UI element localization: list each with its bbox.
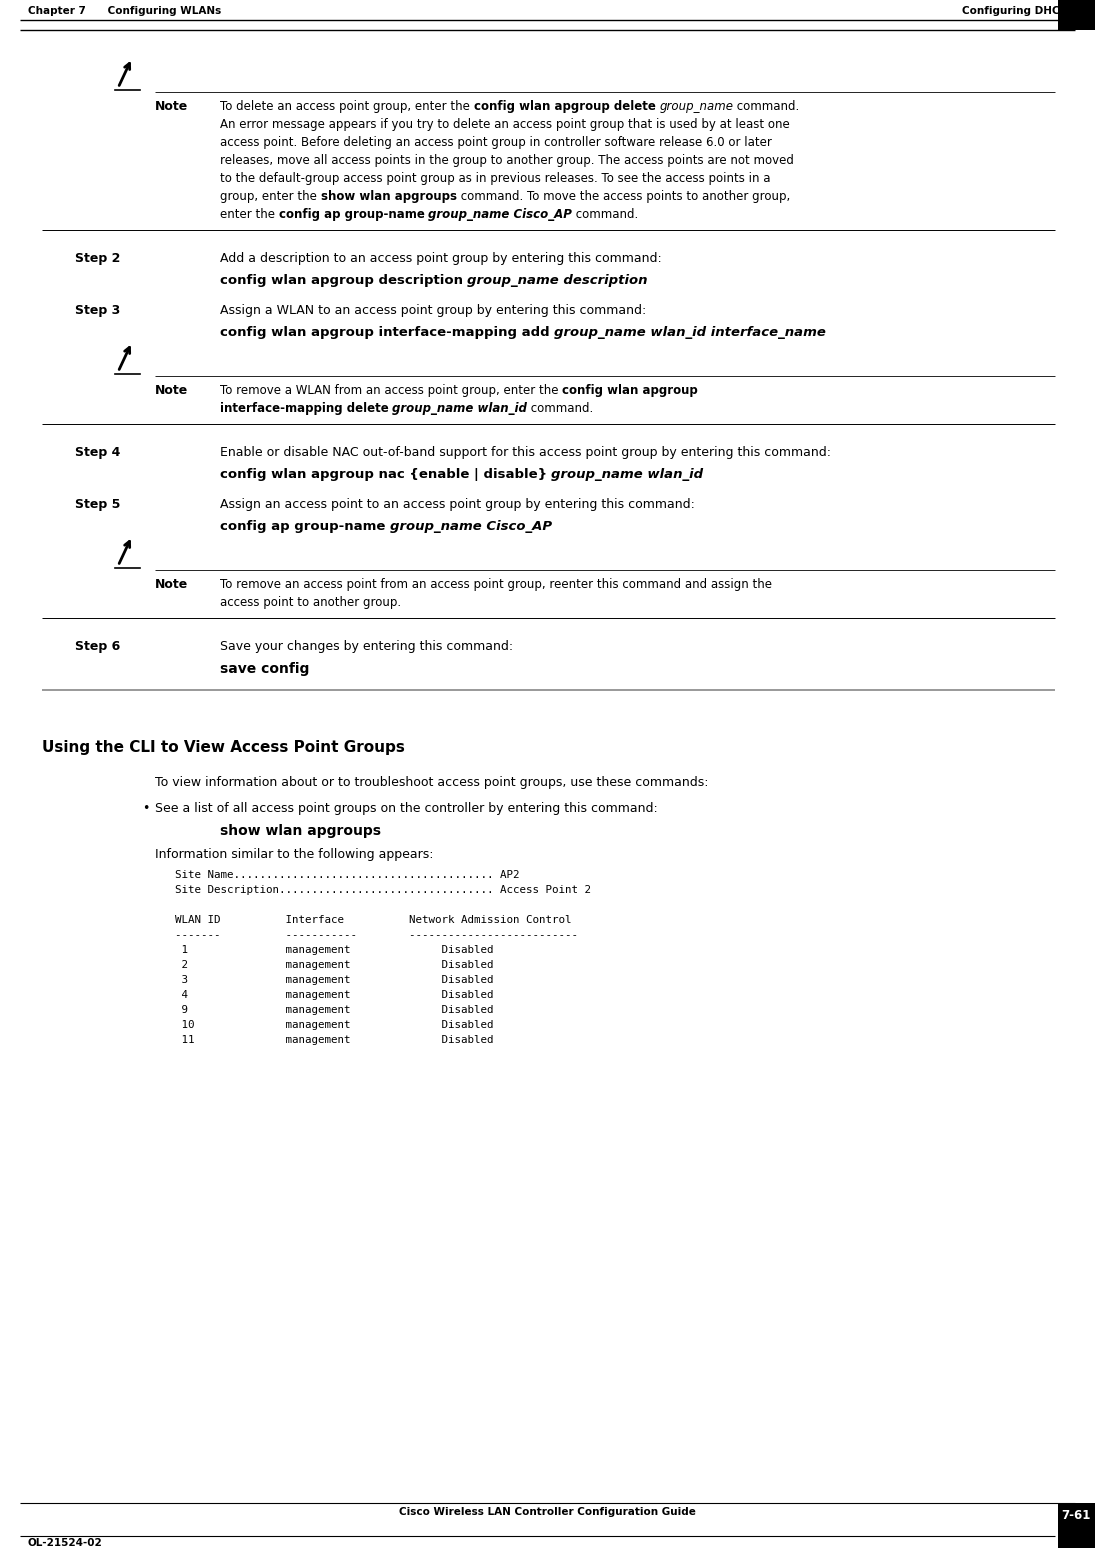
Text: group_name wlan_id: group_name wlan_id	[552, 467, 703, 481]
Text: group_name wlan_id: group_name wlan_id	[392, 402, 528, 415]
Text: group, enter the: group, enter the	[220, 190, 321, 203]
Text: To remove an access point from an access point group, reenter this command and a: To remove an access point from an access…	[220, 577, 772, 591]
Text: Using the CLI to View Access Point Groups: Using the CLI to View Access Point Group…	[42, 740, 405, 755]
Text: OL-21524-02: OL-21524-02	[28, 1539, 103, 1548]
Text: 9               management              Disabled: 9 management Disabled	[175, 1005, 494, 1015]
Text: save config: save config	[220, 663, 310, 676]
Text: Assign a WLAN to an access point group by entering this command:: Assign a WLAN to an access point group b…	[220, 303, 646, 317]
Text: Site Name........................................ AP2: Site Name...............................…	[175, 870, 519, 879]
Text: show wlan apgroups: show wlan apgroups	[321, 190, 457, 203]
Text: Step 5: Step 5	[74, 498, 120, 511]
Text: config wlan apgroup description: config wlan apgroup description	[220, 274, 463, 286]
Bar	[1058, 1503, 1095, 1548]
Text: Save your changes by entering this command:: Save your changes by entering this comma…	[220, 639, 514, 653]
Text: Step 2: Step 2	[74, 252, 120, 265]
Text: command.: command.	[528, 402, 593, 415]
Text: WLAN ID          Interface          Network Admission Control: WLAN ID Interface Network Admission Cont…	[175, 915, 572, 926]
Text: 10              management              Disabled: 10 management Disabled	[175, 1020, 494, 1029]
Text: Information similar to the following appears:: Information similar to the following app…	[155, 848, 434, 861]
Text: 4               management              Disabled: 4 management Disabled	[175, 991, 494, 1000]
Text: An error message appears if you try to delete an access point group that is used: An error message appears if you try to d…	[220, 118, 789, 132]
Text: group_name wlan_id interface_name: group_name wlan_id interface_name	[554, 327, 826, 339]
Text: interface-mapping delete: interface-mapping delete	[220, 402, 389, 415]
Text: releases, move all access points in the group to another group. The access point: releases, move all access points in the …	[220, 153, 794, 167]
Text: Step 3: Step 3	[74, 303, 120, 317]
Text: Note: Note	[155, 384, 188, 396]
Text: 3               management              Disabled: 3 management Disabled	[175, 975, 494, 985]
Text: Step 4: Step 4	[74, 446, 120, 460]
Text: config wlan apgroup: config wlan apgroup	[562, 384, 698, 396]
Text: command. To move the access points to another group,: command. To move the access points to an…	[457, 190, 789, 203]
Text: enter the: enter the	[220, 207, 279, 221]
Text: config wlan apgroup interface-mapping add: config wlan apgroup interface-mapping ad…	[220, 327, 550, 339]
Text: Note: Note	[155, 101, 188, 113]
Text: •: •	[142, 802, 149, 814]
Text: 1               management              Disabled: 1 management Disabled	[175, 944, 494, 955]
Text: 7-61: 7-61	[1061, 1509, 1091, 1522]
Text: group_name Cisco_AP: group_name Cisco_AP	[390, 520, 552, 533]
Text: 11              management              Disabled: 11 management Disabled	[175, 1036, 494, 1045]
Text: Step 6: Step 6	[74, 639, 120, 653]
Text: -------          -----------        --------------------------: ------- ----------- --------------------…	[175, 930, 578, 940]
Text: command.: command.	[734, 101, 799, 113]
Text: group_name description: group_name description	[468, 274, 648, 286]
Text: access point. Before deleting an access point group in controller software relea: access point. Before deleting an access …	[220, 136, 772, 149]
Text: group_name: group_name	[659, 101, 734, 113]
Text: Add a description to an access point group by entering this command:: Add a description to an access point gro…	[220, 252, 661, 265]
Text: To view information about or to troubleshoot access point groups, use these comm: To view information about or to troubles…	[155, 776, 708, 789]
Text: Enable or disable NAC out-of-band support for this access point group by enterin: Enable or disable NAC out-of-band suppor…	[220, 446, 831, 460]
Bar	[1058, 0, 1095, 29]
Text: show wlan apgroups: show wlan apgroups	[220, 824, 381, 837]
Text: config ap group-name: config ap group-name	[279, 207, 425, 221]
Text: Assign an access point to an access point group by entering this command:: Assign an access point to an access poin…	[220, 498, 695, 511]
Text: Cisco Wireless LAN Controller Configuration Guide: Cisco Wireless LAN Controller Configurat…	[399, 1508, 695, 1517]
Text: access point to another group.: access point to another group.	[220, 596, 401, 608]
Text: command.: command.	[573, 207, 638, 221]
Text: See a list of all access point groups on the controller by entering this command: See a list of all access point groups on…	[155, 802, 658, 814]
Text: Chapter 7      Configuring WLANs: Chapter 7 Configuring WLANs	[28, 6, 221, 15]
Text: 2               management              Disabled: 2 management Disabled	[175, 960, 494, 971]
Text: config wlan apgroup nac {enable | disable}: config wlan apgroup nac {enable | disabl…	[220, 467, 548, 481]
Text: To delete an access point group, enter the: To delete an access point group, enter t…	[220, 101, 474, 113]
Text: Site Description................................. Access Point 2: Site Description........................…	[175, 885, 591, 895]
Text: Note: Note	[155, 577, 188, 591]
Text: to the default-group access point group as in previous releases. To see the acce: to the default-group access point group …	[220, 172, 771, 186]
Text: Configuring DHCP: Configuring DHCP	[961, 6, 1067, 15]
Text: group_name Cisco_AP: group_name Cisco_AP	[428, 207, 573, 221]
Text: To remove a WLAN from an access point group, enter the: To remove a WLAN from an access point gr…	[220, 384, 562, 396]
Text: config ap group-name: config ap group-name	[220, 520, 385, 533]
Text: config wlan apgroup delete: config wlan apgroup delete	[474, 101, 656, 113]
